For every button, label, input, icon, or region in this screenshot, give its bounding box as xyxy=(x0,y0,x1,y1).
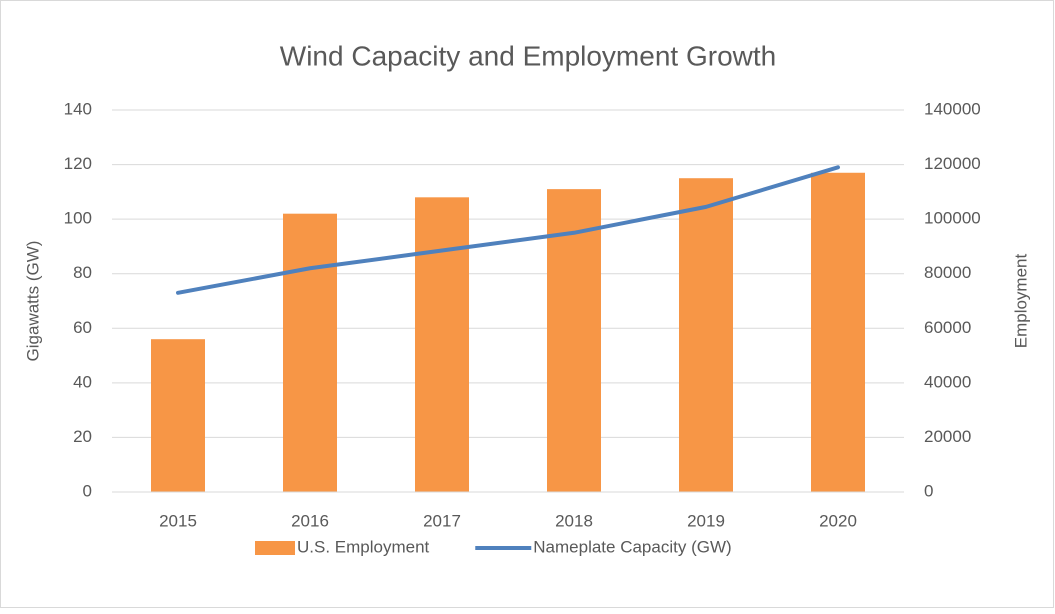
x-tick-label: 2018 xyxy=(555,511,593,530)
y2-tick-label: 80000 xyxy=(924,263,971,282)
y-axis-title: Gigawatts (GW) xyxy=(23,241,42,362)
x-tick-label: 2017 xyxy=(423,511,461,530)
y-tick-label: 140 xyxy=(64,99,92,118)
bar xyxy=(547,189,601,492)
bar xyxy=(151,339,205,492)
bar xyxy=(679,178,733,492)
x-tick-label: 2019 xyxy=(687,511,725,530)
y2-axis-title: Employment xyxy=(1011,253,1030,348)
y-tick-label: 120 xyxy=(64,154,92,173)
legend-label: Nameplate Capacity (GW) xyxy=(533,537,731,556)
x-tick-label: 2016 xyxy=(291,511,329,530)
bar xyxy=(415,197,469,493)
y-tick-label: 40 xyxy=(73,372,92,391)
y-tick-label: 20 xyxy=(73,427,92,446)
y-tick-label: 0 xyxy=(83,481,92,500)
x-tick-label: 2020 xyxy=(819,511,857,530)
y2-tick-label: 20000 xyxy=(924,427,971,446)
y2-tick-label: 60000 xyxy=(924,318,971,337)
y-tick-label: 60 xyxy=(73,318,92,337)
y2-tick-label: 120000 xyxy=(924,154,981,173)
y2-tick-label: 40000 xyxy=(924,372,971,391)
y2-tick-label: 0 xyxy=(924,481,933,500)
bar xyxy=(811,172,865,492)
y-tick-label: 100 xyxy=(64,209,92,228)
line xyxy=(176,165,840,295)
y-tick-label: 80 xyxy=(73,263,92,282)
legend-label: U.S. Employment xyxy=(297,537,430,556)
legend-swatch xyxy=(255,541,295,555)
y2-tick-label: 140000 xyxy=(924,99,981,118)
bar xyxy=(283,213,337,492)
y2-tick-label: 100000 xyxy=(924,209,981,228)
chart-title: Wind Capacity and Employment Growth xyxy=(280,40,776,71)
x-tick-label: 2015 xyxy=(159,511,197,530)
